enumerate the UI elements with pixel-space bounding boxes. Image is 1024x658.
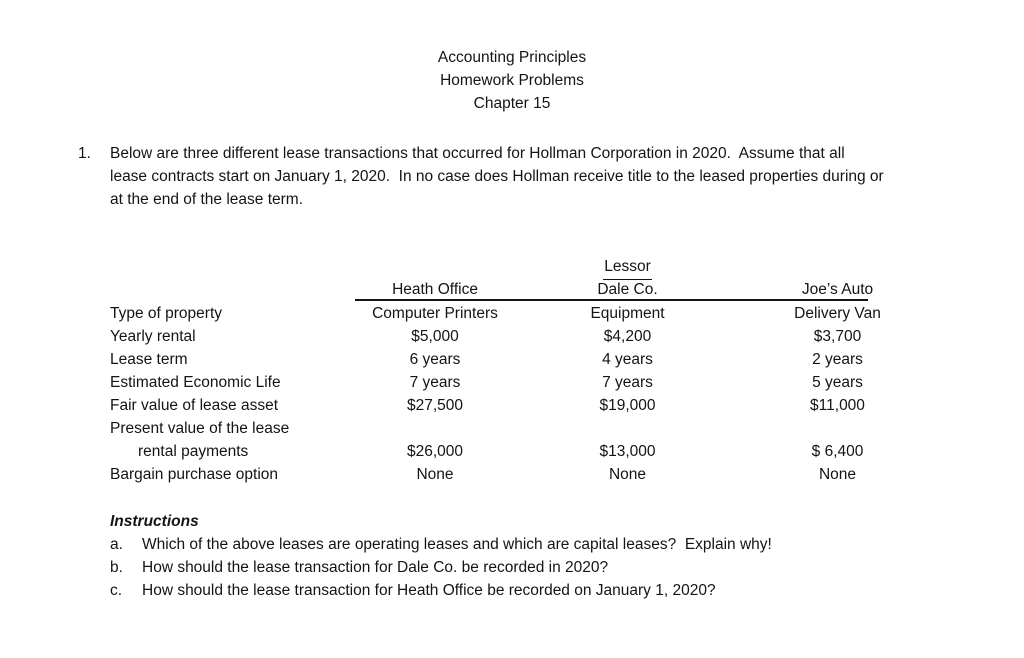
table-cell: $4,200 [603, 328, 652, 345]
table-row: Type of property Computer Printers Equip… [110, 302, 935, 325]
table-cell: None [416, 466, 454, 483]
problem-number: 1. [78, 145, 91, 162]
table-row: Present value of the lease [110, 417, 935, 440]
table-row: Lease term 6 years 4 years 2 years [110, 348, 935, 371]
row-label: Present value of the lease [110, 420, 290, 437]
table-column-header-row: Heath Office Dale Co. Joe’s Auto [110, 278, 935, 299]
lease-comparison-table: Lessor Heath Office Dale Co. Joe’s Auto … [110, 255, 935, 486]
table-cell: 5 years [812, 374, 863, 391]
problem-text-line: Below are three different lease transact… [110, 145, 845, 162]
table-row: rental payments $26,000 $13,000 $ 6,400 [110, 440, 935, 463]
table-row: Yearly rental $5,000 $4,200 $3,700 [110, 325, 935, 348]
instruction-marker: c. [110, 582, 123, 599]
problem-statement: 1. Below are three different lease trans… [0, 142, 1024, 211]
table-cell: None [818, 466, 857, 483]
table-cell: 4 years [602, 351, 653, 368]
table-row: Estimated Economic Life 7 years 7 years … [110, 371, 935, 394]
table-cell: $26,000 [406, 443, 464, 460]
instructions-section: Instructions a. Which of the above lease… [110, 510, 1024, 602]
document-title: Accounting Principles Homework Problems … [0, 0, 1024, 115]
row-label: Fair value of lease asset [110, 397, 279, 414]
problem-text: Below are three different lease transact… [110, 142, 1024, 211]
row-label: Bargain purchase option [110, 466, 279, 483]
table-group-header-row: Lessor [110, 255, 935, 280]
column-header-dale-co: Dale Co. [597, 281, 658, 298]
instruction-item-c: c. How should the lease transaction for … [110, 579, 1024, 602]
table-cell: 7 years [409, 374, 461, 391]
instruction-marker: b. [110, 559, 123, 576]
table-cell: $3,700 [813, 328, 862, 345]
column-header-heath-office: Heath Office [392, 281, 478, 298]
instructions-heading: Instructions [110, 513, 199, 530]
table-cell: $ 6,400 [811, 443, 864, 460]
row-label: rental payments [138, 443, 249, 460]
table-cell: $19,000 [599, 397, 656, 414]
instruction-item-b: b. How should the lease transaction for … [110, 556, 1024, 579]
title-line-chapter: Chapter 15 [473, 95, 551, 112]
table-row: Fair value of lease asset $27,500 $19,00… [110, 394, 935, 417]
table-cell: Delivery Van [794, 305, 881, 322]
table-cell: $11,000 [810, 397, 865, 414]
document-page: Accounting Principles Homework Problems … [0, 0, 1024, 602]
table-header-rule [355, 299, 868, 301]
table-cell: None [608, 466, 647, 483]
table-row: Bargain purchase option None None None [110, 463, 935, 486]
problem-text-line: lease contracts start on January 1, 2020… [110, 168, 884, 185]
instruction-text: How should the lease transaction for Dal… [142, 559, 609, 576]
instruction-marker: a. [110, 536, 123, 553]
instruction-text: How should the lease transaction for Hea… [142, 582, 716, 599]
row-label: Type of property [110, 305, 223, 322]
table-cell: 2 years [812, 351, 863, 368]
table-cell: $13,000 [599, 443, 656, 460]
problem-text-line: at the end of the lease term. [110, 191, 304, 208]
table-cell: $27,500 [406, 397, 464, 414]
column-header-joes-auto: Joe’s Auto [801, 281, 874, 298]
title-line-course: Accounting Principles [437, 49, 587, 66]
instruction-text: Which of the above leases are operating … [142, 536, 772, 553]
table-cell: 6 years [409, 351, 461, 368]
table-cell: 7 years [602, 374, 653, 391]
table-cell: $5,000 [411, 328, 459, 345]
row-label: Estimated Economic Life [110, 374, 281, 391]
table-cell: Equipment [590, 305, 665, 322]
row-label: Lease term [110, 351, 188, 368]
row-label: Yearly rental [110, 328, 196, 345]
instruction-item-a: a. Which of the above leases are operati… [110, 533, 1024, 556]
title-line-type: Homework Problems [440, 72, 584, 89]
table-group-header-lessor: Lessor [603, 255, 652, 280]
table-cell: Computer Printers [372, 305, 498, 322]
